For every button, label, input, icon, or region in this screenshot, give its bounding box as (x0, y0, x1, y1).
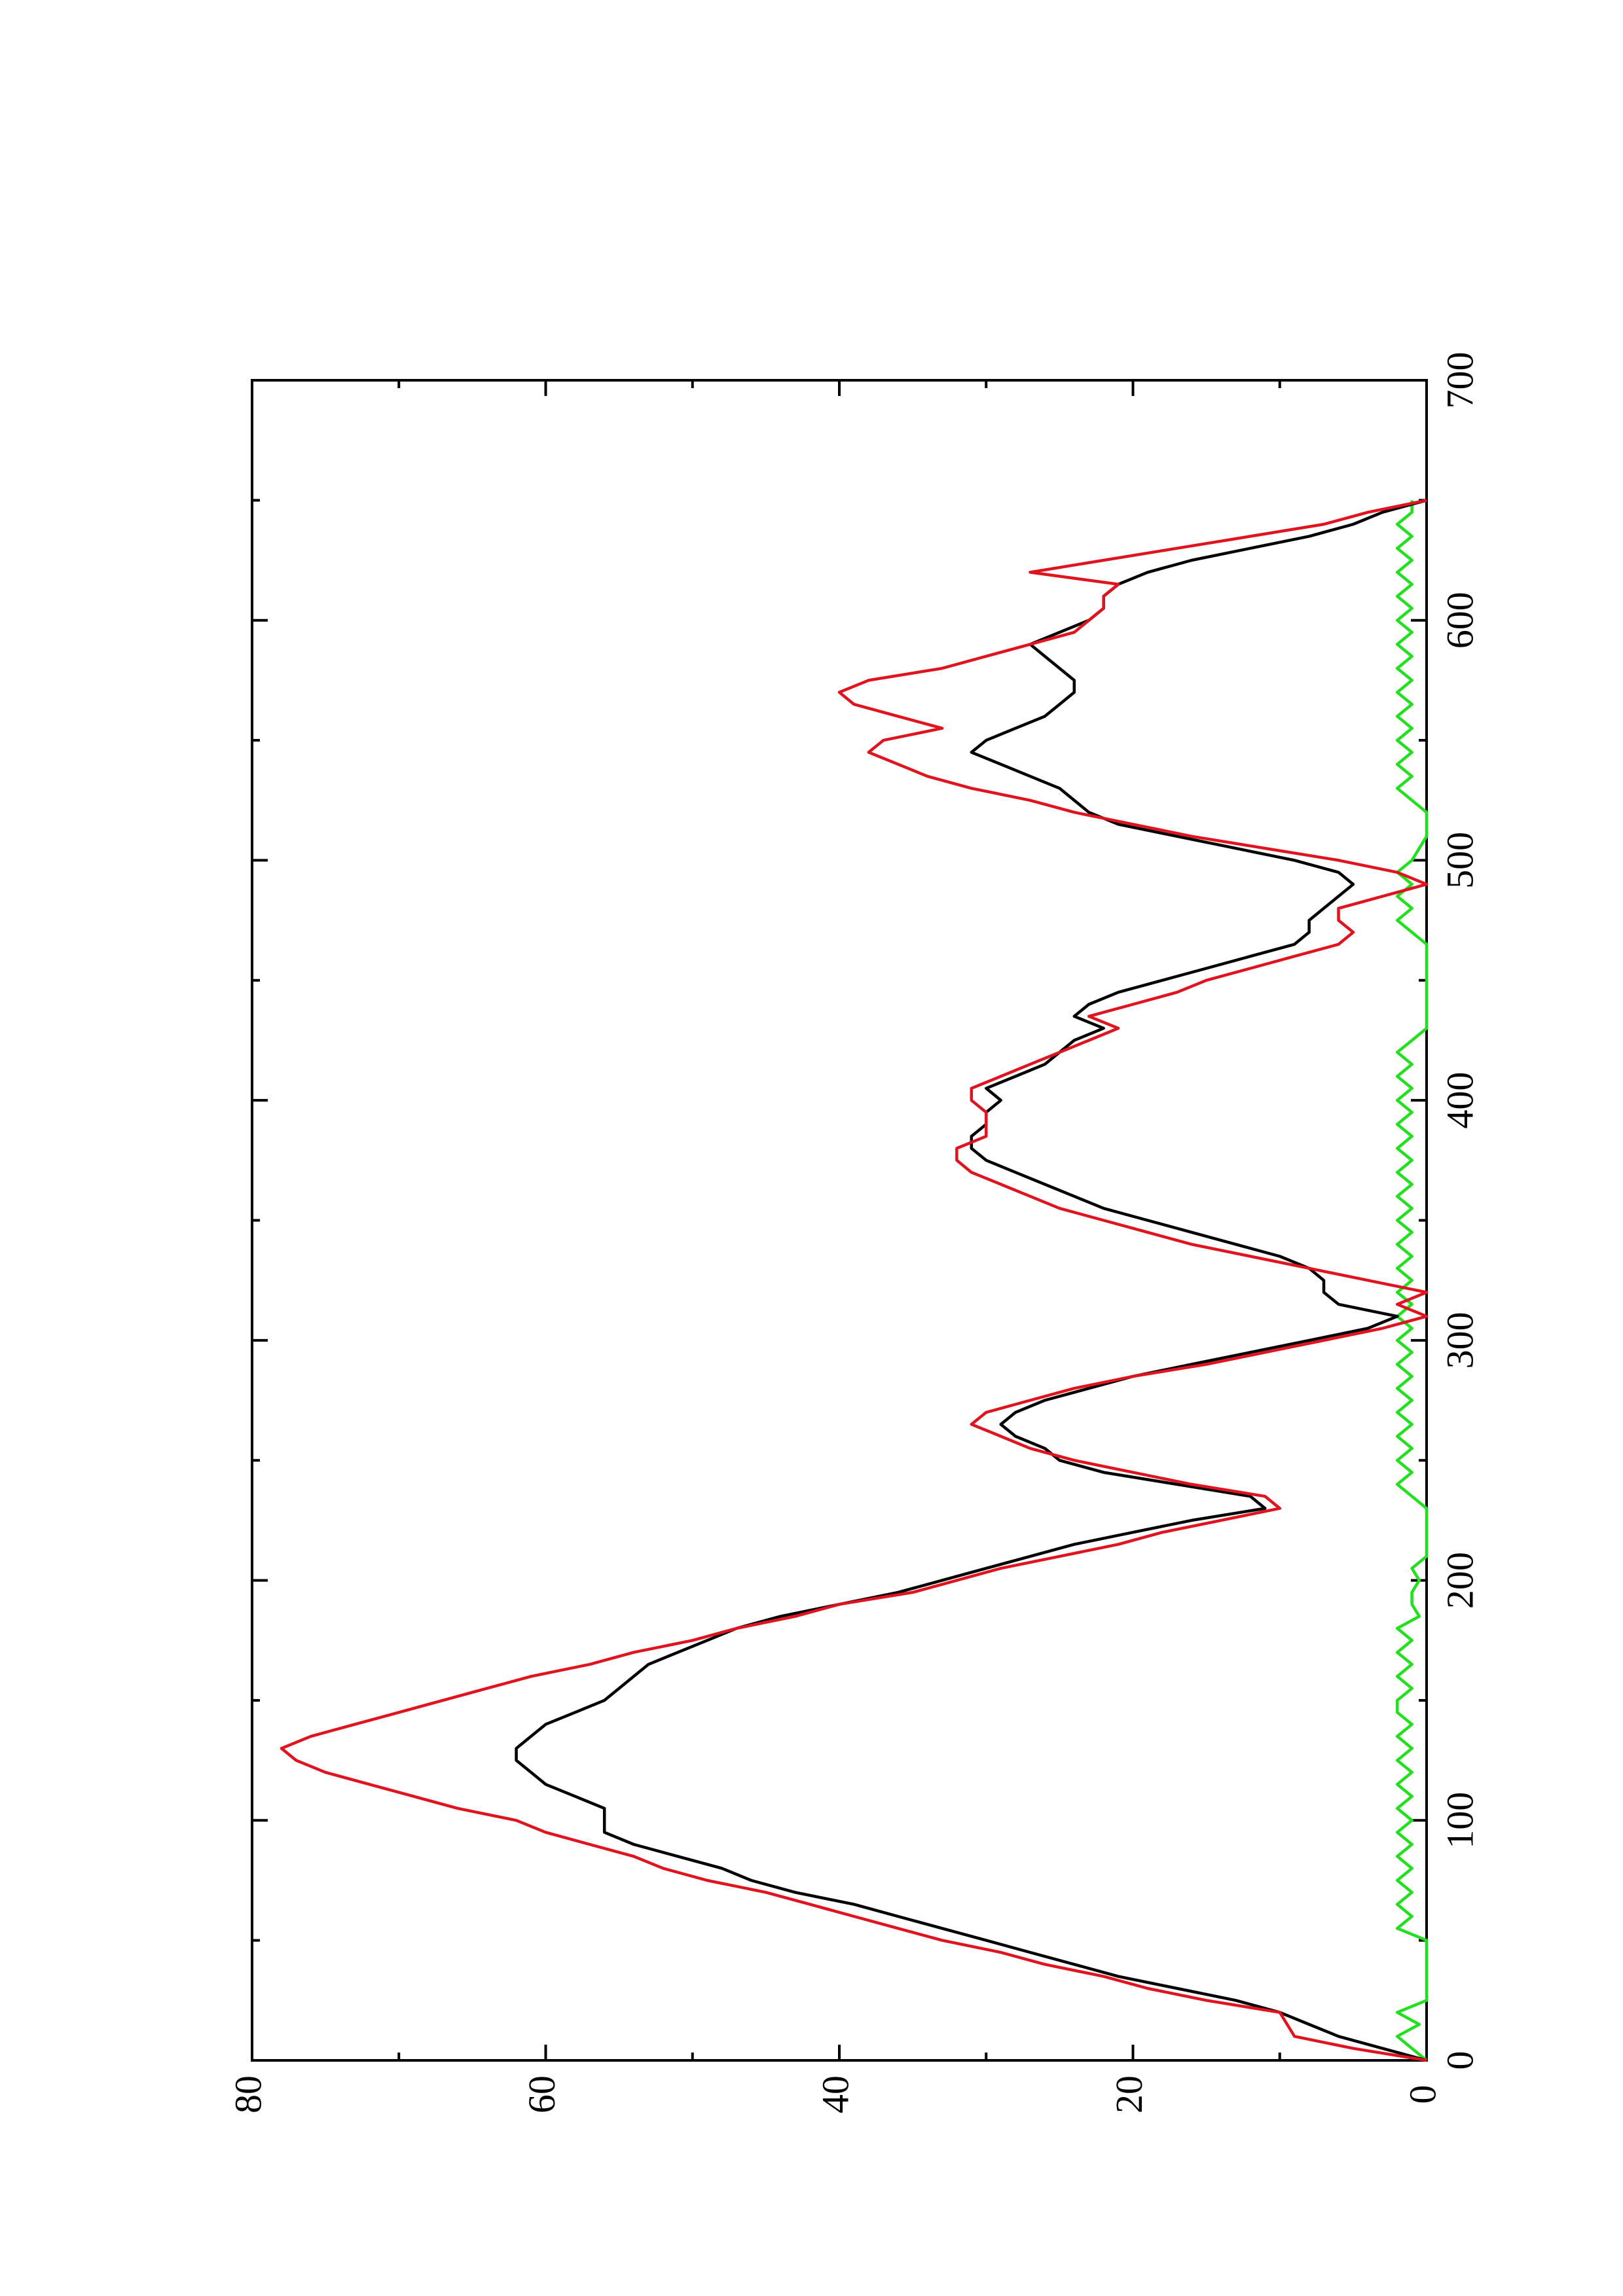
y-tick-label: 40 (814, 2075, 856, 2113)
y-tick-label: 60 (520, 2075, 563, 2113)
y-tick-label: 20 (1108, 2075, 1150, 2113)
x-tick-label: 600 (1438, 592, 1481, 649)
x-tick-label: 400 (1438, 1072, 1481, 1129)
series-line (1395, 500, 1429, 2062)
x-tick-label: 500 (1438, 832, 1481, 889)
x-tick-label: 100 (1438, 1792, 1481, 1849)
plot-frame (251, 379, 1428, 2062)
x-tick-label: 300 (1438, 1312, 1481, 1369)
x-tick-label: 0 (1438, 2051, 1481, 2070)
y-tick-label: 80 (227, 2075, 269, 2113)
x-tick-label: 200 (1438, 1552, 1481, 1609)
x-tick-label: 700 (1438, 352, 1481, 409)
series-line (515, 499, 1427, 2062)
y-tick-label: 0 (1401, 2085, 1444, 2104)
series-line (280, 499, 1429, 2062)
